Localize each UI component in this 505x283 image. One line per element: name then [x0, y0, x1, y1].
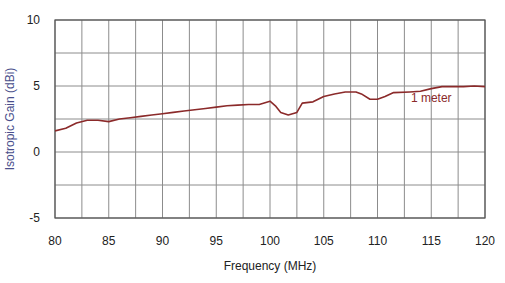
- y-grid-line: [55, 185, 485, 186]
- y-tick-label: 5: [33, 79, 40, 93]
- y-grid-line: [55, 152, 485, 153]
- grid: [55, 20, 485, 218]
- x-tick-label: 110: [368, 234, 387, 248]
- data-group: [55, 86, 485, 131]
- x-tick-label: 80: [48, 234, 62, 248]
- plot-frame: [55, 20, 485, 218]
- x-tick-label: 100: [260, 234, 280, 248]
- chart: 80 85 90 95 100 105 110 115 120 -5 0 5 10 Frequency (…: [0, 0, 505, 283]
- y-tick-label: -5: [29, 211, 40, 225]
- x-tick-label: 120: [475, 234, 495, 248]
- y-grid-line: [55, 86, 485, 87]
- x-tick-label: 95: [210, 234, 224, 248]
- y-grid-line: [55, 53, 485, 54]
- x-tick-label: 90: [156, 234, 170, 248]
- x-tick-label: 115: [422, 234, 441, 248]
- annotation: 1 meter: [411, 91, 452, 105]
- x-tick-label: 105: [314, 234, 334, 248]
- y-tick-label: 0: [33, 145, 40, 159]
- y-axis-label: Isotropic Gain (dBi): [3, 68, 17, 171]
- x-axis-label: Frequency (MHz): [224, 259, 317, 273]
- series-line: [55, 86, 485, 131]
- x-tick-label: 85: [102, 234, 116, 248]
- y-tick-label: 10: [27, 13, 41, 27]
